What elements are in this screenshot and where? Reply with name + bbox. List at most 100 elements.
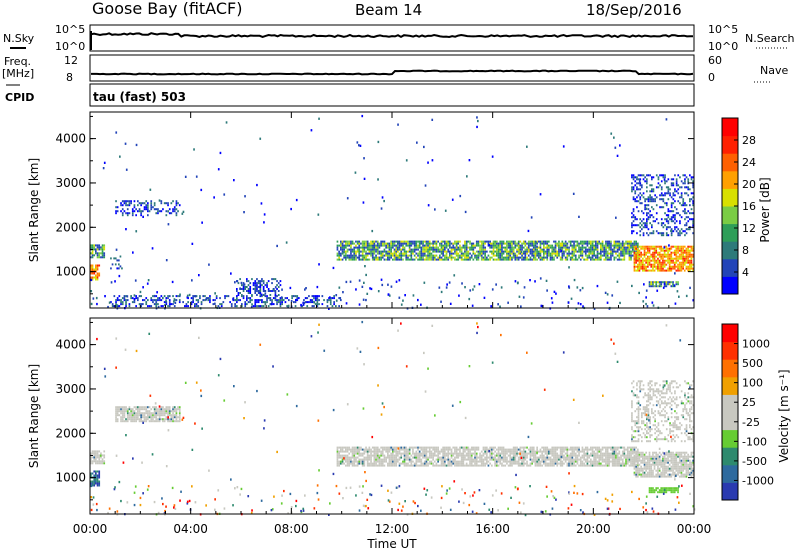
heatmap-cell [535, 249, 537, 251]
heatmap-cell [409, 465, 411, 467]
heatmap-cell [533, 247, 535, 249]
heatmap-cell [412, 251, 414, 253]
heatmap-cell [595, 449, 597, 451]
heatmap-cell [114, 280, 116, 282]
heatmap-cell [164, 202, 166, 204]
heatmap-cell [622, 245, 624, 247]
heatmap-cell [501, 286, 503, 288]
heatmap-cell [582, 447, 584, 449]
heatmap-cell [103, 256, 105, 258]
heatmap-cell [172, 408, 174, 410]
heatmap-cell [663, 194, 665, 196]
heatmap-cell [661, 218, 663, 220]
heatmap-cell [317, 301, 319, 303]
heatmap-cell [546, 255, 548, 257]
heatmap-cell [164, 410, 166, 412]
heatmap-cell [395, 459, 397, 461]
heatmap-cell [442, 457, 444, 459]
heatmap-cell [590, 463, 592, 465]
heatmap-cell [622, 255, 624, 257]
heatmap-cell [677, 188, 679, 190]
heatmap-cell [266, 286, 268, 288]
heatmap-cell [115, 210, 117, 212]
heatmap-cell [634, 192, 636, 194]
heatmap-cell [161, 202, 163, 204]
heatmap-cell [610, 453, 612, 455]
heatmap-cell [318, 118, 320, 120]
heatmap-cell [518, 257, 520, 259]
heatmap-cell [95, 244, 97, 246]
heatmap-cell [689, 198, 691, 200]
heatmap-cell [407, 465, 409, 467]
heatmap-cell [295, 305, 297, 307]
heatmap-cell [353, 455, 355, 457]
heatmap-cell [404, 255, 406, 257]
heatmap-cell [617, 255, 619, 257]
heatmap-cell [402, 249, 404, 251]
heatmap-cell [481, 455, 483, 457]
heatmap-cell [251, 299, 253, 301]
heatmap-cell [508, 255, 510, 257]
heatmap-cell [497, 303, 499, 305]
heatmap-cell [617, 453, 619, 455]
heatmap-cell [533, 249, 535, 251]
heatmap-cell [358, 241, 360, 243]
heatmap-cell [476, 449, 478, 451]
heatmap-cell [161, 410, 163, 412]
heatmap-cell [381, 207, 383, 209]
heatmap-cell [197, 301, 199, 303]
heatmap-cell [387, 253, 389, 255]
heatmap-cell [444, 453, 446, 455]
heatmap-cell [622, 459, 624, 461]
heatmap-cell [135, 230, 137, 232]
heatmap-cell [375, 465, 377, 467]
heatmap-cell [456, 463, 458, 465]
heatmap-cell [598, 455, 600, 457]
heatmap-cell [469, 247, 471, 249]
heatmap-cell [392, 245, 394, 247]
heatmap-cell [479, 461, 481, 463]
heatmap-cell [536, 465, 538, 467]
heatmap-cell [98, 456, 100, 458]
heatmap-cell [129, 408, 131, 410]
heatmap-cell [631, 230, 633, 232]
heatmap-cell [407, 243, 409, 245]
heatmap-cell [622, 241, 624, 243]
heatmap-cell [397, 461, 399, 463]
heatmap-cell [535, 459, 537, 461]
heatmap-cell [176, 208, 178, 210]
heatmap-cell [442, 255, 444, 257]
heatmap-cell [347, 243, 349, 245]
heatmap-cell [278, 299, 280, 301]
heatmap-cell [395, 257, 397, 259]
heatmap-cell [486, 463, 488, 465]
heatmap-cell [473, 459, 475, 461]
heatmap-cell [374, 245, 376, 247]
heatmap-cell [536, 246, 538, 248]
heatmap-cell [199, 295, 201, 297]
heatmap-cell [104, 162, 106, 164]
heatmap-cell [169, 305, 171, 307]
heatmap-cell [578, 302, 580, 304]
heatmap-cell [278, 301, 280, 303]
heatmap-cell [572, 451, 574, 453]
heatmap-cell [550, 465, 552, 467]
heatmap-cell [420, 304, 422, 306]
heatmap-cell [127, 204, 129, 206]
heatmap-cell [614, 465, 616, 467]
heatmap-cell [171, 420, 173, 422]
heatmap-cell [582, 451, 584, 453]
heatmap-cell [521, 455, 523, 457]
heatmap-cell [530, 447, 532, 449]
heatmap-cell [357, 251, 359, 253]
heatmap-cell [452, 199, 454, 201]
heatmap-cell [363, 201, 365, 203]
heatmap-cell [655, 266, 657, 268]
heatmap-cell [677, 283, 679, 285]
heatmap-cell [456, 255, 458, 257]
heatmap-cell [429, 455, 431, 457]
heatmap-cell [204, 295, 206, 297]
heatmap-cell [293, 301, 295, 303]
heatmap-cell [115, 301, 117, 303]
heatmap-cell [624, 259, 626, 261]
